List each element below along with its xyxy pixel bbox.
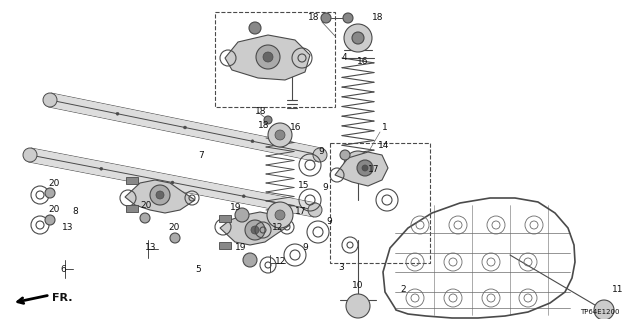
- Text: 19: 19: [230, 204, 241, 212]
- Text: 3: 3: [338, 263, 344, 272]
- Bar: [126, 205, 138, 212]
- Bar: [219, 215, 231, 222]
- Circle shape: [43, 93, 57, 107]
- Text: 20: 20: [168, 224, 179, 233]
- Text: 10: 10: [352, 280, 364, 290]
- Circle shape: [275, 210, 285, 220]
- Circle shape: [249, 22, 261, 34]
- Circle shape: [340, 150, 350, 160]
- Text: 4: 4: [342, 54, 348, 63]
- Circle shape: [352, 159, 364, 171]
- Text: 20: 20: [48, 179, 60, 188]
- Circle shape: [251, 140, 254, 143]
- Text: FR.: FR.: [52, 293, 72, 303]
- Text: 11: 11: [612, 286, 623, 294]
- Circle shape: [362, 165, 368, 171]
- Circle shape: [45, 215, 55, 225]
- Circle shape: [140, 213, 150, 223]
- Circle shape: [45, 188, 55, 198]
- Circle shape: [346, 294, 370, 318]
- Circle shape: [116, 112, 119, 115]
- Text: 18: 18: [255, 108, 266, 116]
- Circle shape: [268, 123, 292, 147]
- Text: 1: 1: [382, 123, 388, 132]
- Text: 19: 19: [235, 243, 246, 253]
- Circle shape: [263, 52, 273, 62]
- Circle shape: [344, 24, 372, 52]
- Text: 12: 12: [272, 224, 284, 233]
- Text: 20: 20: [48, 205, 60, 214]
- Text: 18: 18: [372, 13, 383, 23]
- Bar: [330, 143, 430, 263]
- Circle shape: [344, 151, 372, 179]
- Text: 17: 17: [368, 166, 380, 174]
- Text: 9: 9: [326, 218, 332, 226]
- Circle shape: [267, 202, 293, 228]
- Circle shape: [243, 253, 257, 267]
- Text: 9: 9: [302, 243, 308, 253]
- Circle shape: [594, 300, 614, 319]
- Text: 5: 5: [195, 265, 201, 275]
- Text: 2: 2: [400, 286, 406, 294]
- Text: 18: 18: [308, 13, 319, 23]
- Text: 17: 17: [295, 207, 307, 217]
- Text: TP64E1200: TP64E1200: [580, 309, 620, 315]
- Text: 6: 6: [60, 265, 66, 275]
- Circle shape: [100, 167, 103, 170]
- Bar: [126, 177, 138, 184]
- Text: 16: 16: [290, 123, 301, 132]
- Text: 20: 20: [140, 201, 152, 210]
- Circle shape: [321, 13, 331, 23]
- Bar: [215, 12, 335, 107]
- Text: 9: 9: [322, 183, 328, 192]
- Text: 8: 8: [72, 207, 77, 217]
- Text: 7: 7: [198, 151, 204, 160]
- Circle shape: [245, 220, 265, 240]
- Circle shape: [357, 160, 373, 176]
- Circle shape: [264, 116, 272, 124]
- Text: 18: 18: [258, 121, 269, 130]
- Text: 14: 14: [378, 140, 389, 150]
- Polygon shape: [220, 212, 290, 245]
- Text: 13: 13: [62, 224, 74, 233]
- Circle shape: [170, 233, 180, 243]
- Text: 13: 13: [145, 243, 157, 253]
- Circle shape: [171, 181, 174, 184]
- Circle shape: [343, 13, 353, 23]
- Circle shape: [308, 203, 322, 217]
- Circle shape: [243, 195, 245, 198]
- Text: 16: 16: [357, 57, 369, 66]
- Circle shape: [150, 185, 170, 205]
- Circle shape: [313, 148, 327, 162]
- Polygon shape: [125, 180, 195, 213]
- Circle shape: [251, 226, 259, 234]
- Bar: [219, 242, 231, 249]
- Text: 12: 12: [275, 257, 286, 266]
- Circle shape: [275, 130, 285, 140]
- Circle shape: [156, 191, 164, 199]
- Circle shape: [352, 32, 364, 44]
- Polygon shape: [335, 152, 388, 186]
- Polygon shape: [225, 35, 310, 80]
- Circle shape: [256, 45, 280, 69]
- Circle shape: [23, 148, 37, 162]
- Circle shape: [235, 208, 249, 222]
- Text: 9: 9: [318, 147, 324, 157]
- Circle shape: [184, 126, 186, 129]
- Text: 15: 15: [298, 181, 310, 189]
